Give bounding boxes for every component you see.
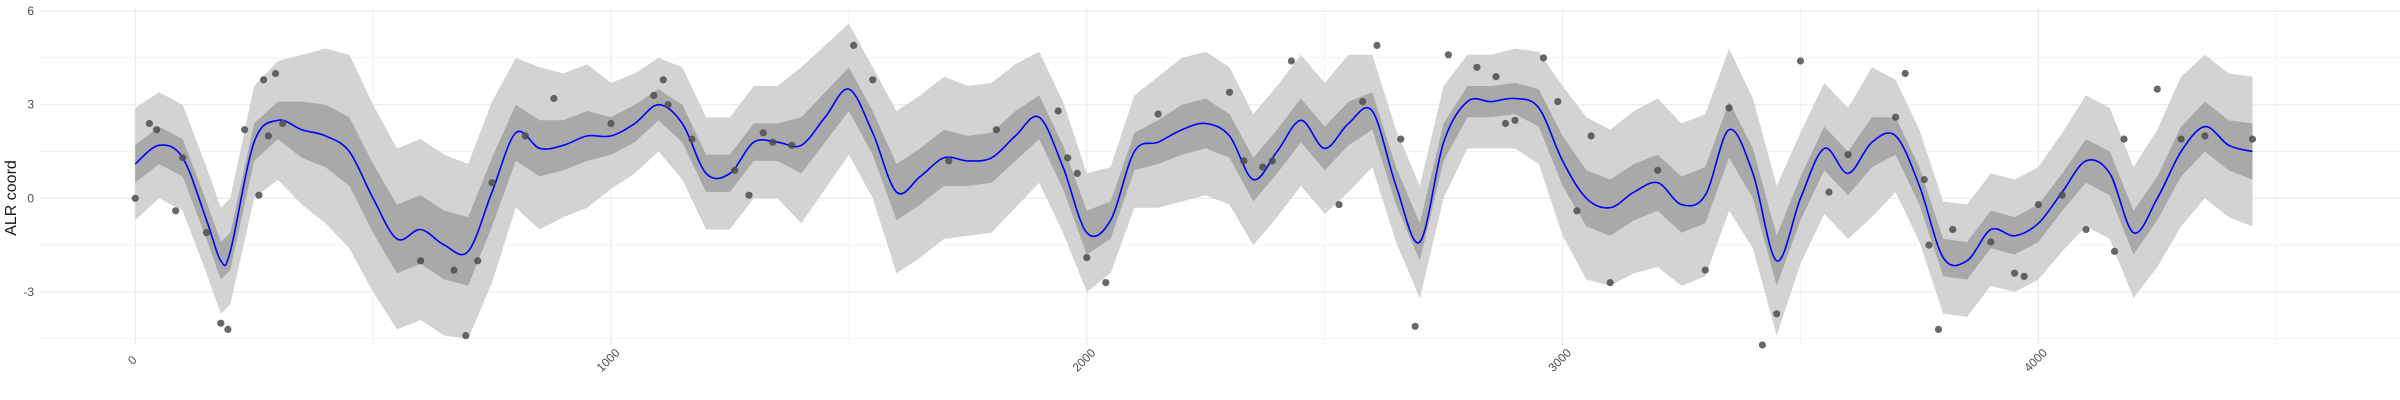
- observation-point: [131, 194, 139, 202]
- observation-points: [131, 41, 2257, 349]
- observation-point: [2034, 201, 2042, 209]
- observation-point: [1492, 73, 1500, 81]
- observation-point: [1654, 166, 1662, 174]
- observation-point: [202, 229, 211, 237]
- y-tick-label: 3: [27, 98, 34, 112]
- observation-point: [2011, 269, 2019, 277]
- observation-point: [2082, 225, 2090, 234]
- observation-point: [2177, 135, 2185, 143]
- observation-point: [2110, 247, 2119, 255]
- observation-point: [788, 141, 796, 149]
- observation-point: [1701, 266, 1709, 274]
- observation-point: [1773, 310, 1781, 318]
- observation-point: [1073, 169, 1081, 177]
- observation-point: [1844, 151, 1852, 159]
- y-axis-ticks: -3 0 3 6: [23, 4, 34, 299]
- observation-point: [260, 76, 268, 84]
- observation-point: [607, 119, 615, 128]
- observation-point: [664, 101, 672, 109]
- observation-point: [255, 191, 263, 199]
- observation-point: [145, 119, 153, 128]
- observation-point: [745, 191, 753, 199]
- observation-point: [1268, 157, 1276, 165]
- observation-point: [1606, 279, 1614, 287]
- observation-point: [1373, 41, 1381, 50]
- observation-point: [1892, 113, 1900, 121]
- observation-point: [1054, 107, 1062, 115]
- observation-point: [224, 325, 232, 333]
- observation-point: [450, 266, 458, 274]
- observation-point: [264, 132, 272, 140]
- mean-line-layer: [134, 88, 2253, 267]
- inner-credible-band: [135, 67, 2253, 286]
- observation-point: [1758, 341, 1766, 349]
- observation-point: [659, 76, 667, 84]
- observation-point: [1920, 176, 1928, 184]
- observation-point: [153, 126, 161, 134]
- observation-point: [1987, 238, 1995, 246]
- observation-point: [1259, 163, 1267, 171]
- observation-point: [759, 129, 767, 137]
- observation-point: [2201, 132, 2209, 140]
- observation-point: [2120, 135, 2128, 143]
- observation-point: [869, 76, 877, 84]
- observation-point: [850, 41, 858, 50]
- observation-point: [2020, 272, 2028, 280]
- observation-point: [179, 154, 187, 162]
- y-tick-label: 0: [27, 191, 34, 205]
- observation-point: [1240, 157, 1248, 165]
- observation-point: [474, 257, 482, 265]
- observation-point: [1444, 51, 1452, 59]
- observation-point: [550, 94, 558, 103]
- observation-point: [1473, 63, 1481, 71]
- observation-point: [1154, 110, 1162, 118]
- observation-point: [488, 179, 496, 187]
- observation-point: [688, 135, 696, 143]
- observation-point: [2058, 191, 2066, 199]
- observation-point: [1287, 57, 1295, 65]
- observation-point: [1083, 254, 1091, 262]
- observation-point: [1587, 132, 1595, 140]
- observation-point: [2153, 85, 2161, 93]
- observation-point: [1725, 104, 1733, 112]
- observation-point: [271, 69, 280, 78]
- observation-point: [1539, 54, 1548, 62]
- observation-point: [1901, 69, 1909, 78]
- observation-point: [279, 119, 287, 128]
- observation-point: [417, 257, 425, 265]
- observation-point: [945, 157, 953, 165]
- y-tick-label: 6: [27, 4, 34, 18]
- y-tick-label: -3: [23, 285, 34, 299]
- observation-point: [1925, 241, 1933, 249]
- observation-point: [650, 91, 658, 99]
- observation-point: [769, 138, 777, 146]
- posterior-mean-line: [134, 88, 2253, 267]
- observation-point: [521, 132, 529, 140]
- y-axis-title: ALR coord: [3, 160, 20, 236]
- observation-point: [731, 166, 739, 174]
- observation-point: [172, 207, 180, 215]
- observation-point: [462, 332, 470, 340]
- observation-point: [217, 319, 225, 327]
- credible-bands: [135, 23, 2253, 339]
- observation-point: [1511, 116, 1519, 124]
- observation-point: [1934, 325, 1943, 333]
- observation-point: [1064, 154, 1072, 162]
- observation-point: [1825, 188, 1833, 196]
- observation-point: [1397, 135, 1405, 143]
- observation-point: [2248, 135, 2257, 143]
- observation-point: [1573, 207, 1581, 215]
- observation-point: [1411, 322, 1419, 330]
- observation-point: [241, 126, 249, 134]
- observation-point: [1102, 279, 1110, 287]
- observation-point: [1359, 98, 1367, 106]
- observation-point: [1501, 119, 1510, 128]
- observation-point: [1225, 88, 1234, 96]
- observation-point: [1554, 98, 1562, 106]
- observation-point: [1796, 57, 1805, 65]
- observation-point: [992, 126, 1001, 134]
- observation-point: [1335, 201, 1343, 209]
- observation-point: [1949, 225, 1957, 234]
